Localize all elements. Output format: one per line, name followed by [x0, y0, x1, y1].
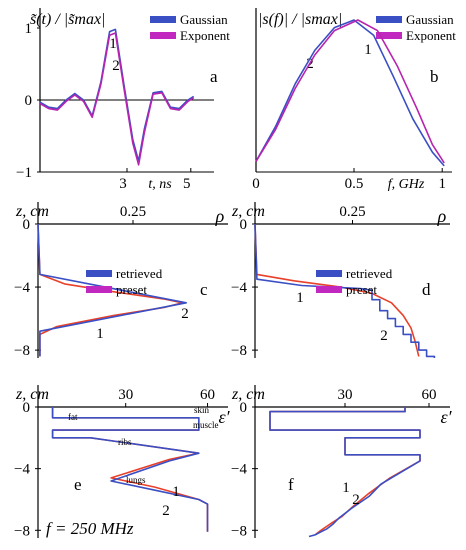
f-series-retrieved [269, 407, 421, 538]
f-curve-label-2: 2 [352, 492, 360, 508]
e-footer-frequency: f = 250 MHz [46, 519, 134, 538]
b-xtick-label-0: 0 [252, 176, 260, 192]
c-legend-label-0: retrieved [116, 266, 163, 281]
e-xlabel: ε′ [218, 407, 230, 427]
b-xtick-label-2: 1 [438, 176, 446, 192]
c-ylabel: z, cm [15, 203, 49, 220]
c-ytick-label-1: −4 [14, 280, 30, 296]
a-xlabel: t, ns [148, 177, 172, 192]
b-xtick-label-1: 0.5 [345, 176, 364, 192]
f-ytick-label-1: −4 [231, 462, 247, 478]
a-ytick-label-2: −1 [16, 165, 32, 181]
e-ylabel: z, cm [15, 386, 49, 403]
b-series-exponent [255, 19, 445, 164]
e-xtick-label-1: 60 [200, 387, 215, 403]
b-series-gaussian [255, 19, 445, 167]
f-ytick-label-0: 0 [240, 400, 248, 416]
e-ytick-label-2: −8 [14, 523, 30, 539]
a-legend-swatch-0 [150, 16, 176, 23]
a-curve-label-2: 2 [112, 58, 120, 74]
e-annot-fat: fat [68, 412, 78, 422]
a-ylabel: s̃(t) / |s̃max| [30, 11, 105, 28]
e-annot-ribs: ribs [118, 437, 132, 447]
f-panel-letter: f [288, 475, 294, 494]
f-xtick-label-0: 30 [338, 387, 353, 403]
a-legend-label-1: Exponent [180, 28, 230, 43]
e-annot-lungs: lungs [126, 475, 146, 485]
d-ylabel: z, cm [231, 203, 265, 220]
f-xtick-label-1: 60 [422, 387, 437, 403]
d-legend-swatch-1 [316, 286, 342, 293]
a-xtick-label-0: 3 [119, 176, 127, 192]
f-curve-label-1: 1 [342, 480, 350, 496]
a-curve-label-1: 1 [109, 36, 117, 52]
b-legend-label-0: Gaussian [406, 12, 454, 27]
a-ytick-label-1: 0 [25, 93, 33, 109]
c-curve-label-2: 2 [181, 306, 189, 322]
a-panel-letter: a [210, 67, 218, 86]
b-legend-swatch-0 [376, 16, 402, 23]
b-curve-label-1: 1 [364, 42, 372, 58]
e-xtick-label-0: 30 [118, 387, 133, 403]
f-ytick-label-2: −8 [231, 523, 247, 539]
a-ytick-label-0: 1 [25, 21, 33, 37]
b-xlabel: f, GHz [388, 177, 425, 192]
f-series-preset [269, 407, 421, 536]
d-ytick-label-0: 0 [240, 217, 248, 233]
e-annot-skin: skin [194, 405, 210, 415]
c-ytick-label-2: −8 [14, 343, 30, 359]
d-legend-label-1: preset [346, 282, 377, 297]
c-legend-swatch-1 [86, 286, 112, 293]
c-panel-letter: c [200, 280, 208, 299]
c-legend-label-1: preset [116, 282, 147, 297]
a-series-exponent [39, 32, 195, 166]
f-xlabel: ε′ [440, 407, 452, 427]
e-panel-letter: e [74, 475, 82, 494]
b-legend-swatch-1 [376, 32, 402, 39]
c-ytick-label-0: 0 [23, 217, 31, 233]
e-series-preset [51, 407, 209, 532]
d-xlabel: ρ [437, 206, 447, 226]
d-curve-label-1: 1 [296, 290, 304, 306]
d-ytick-label-2: −8 [231, 343, 247, 359]
d-curve-label-2: 2 [380, 328, 388, 344]
c-curve-label-1: 1 [96, 326, 104, 342]
d-legend-swatch-0 [316, 270, 342, 277]
a-series-gaussian [39, 28, 195, 162]
e-ytick-label-1: −4 [14, 462, 30, 478]
c-xtick-label-0: 0.25 [120, 204, 146, 220]
d-legend-label-0: retrieved [346, 266, 393, 281]
b-legend-label-1: Exponent [406, 28, 456, 43]
f-ylabel: z, cm [231, 386, 265, 403]
b-ylabel: |s(f)| / |smax| [258, 11, 342, 28]
d-xtick-label-0: 0.25 [339, 204, 365, 220]
c-series-retrieved [37, 223, 187, 357]
e-series-retrieved [51, 407, 209, 532]
d-panel-letter: d [422, 280, 431, 299]
a-legend-swatch-1 [150, 32, 176, 39]
e-curve-label-2: 2 [162, 503, 170, 519]
a-legend-label-0: Gaussian [180, 12, 228, 27]
a-xtick-label-1: 5 [183, 176, 191, 192]
e-annot-muscle: muscle [193, 420, 219, 430]
c-legend-swatch-0 [86, 270, 112, 277]
d-ytick-label-1: −4 [231, 280, 247, 296]
e-curve-label-1: 1 [172, 484, 180, 500]
b-panel-letter: b [430, 67, 439, 86]
d-series-preset [254, 223, 420, 357]
e-ytick-label-0: 0 [23, 400, 31, 416]
d-series-retrieved [254, 223, 436, 358]
c-xlabel: ρ [215, 206, 225, 226]
